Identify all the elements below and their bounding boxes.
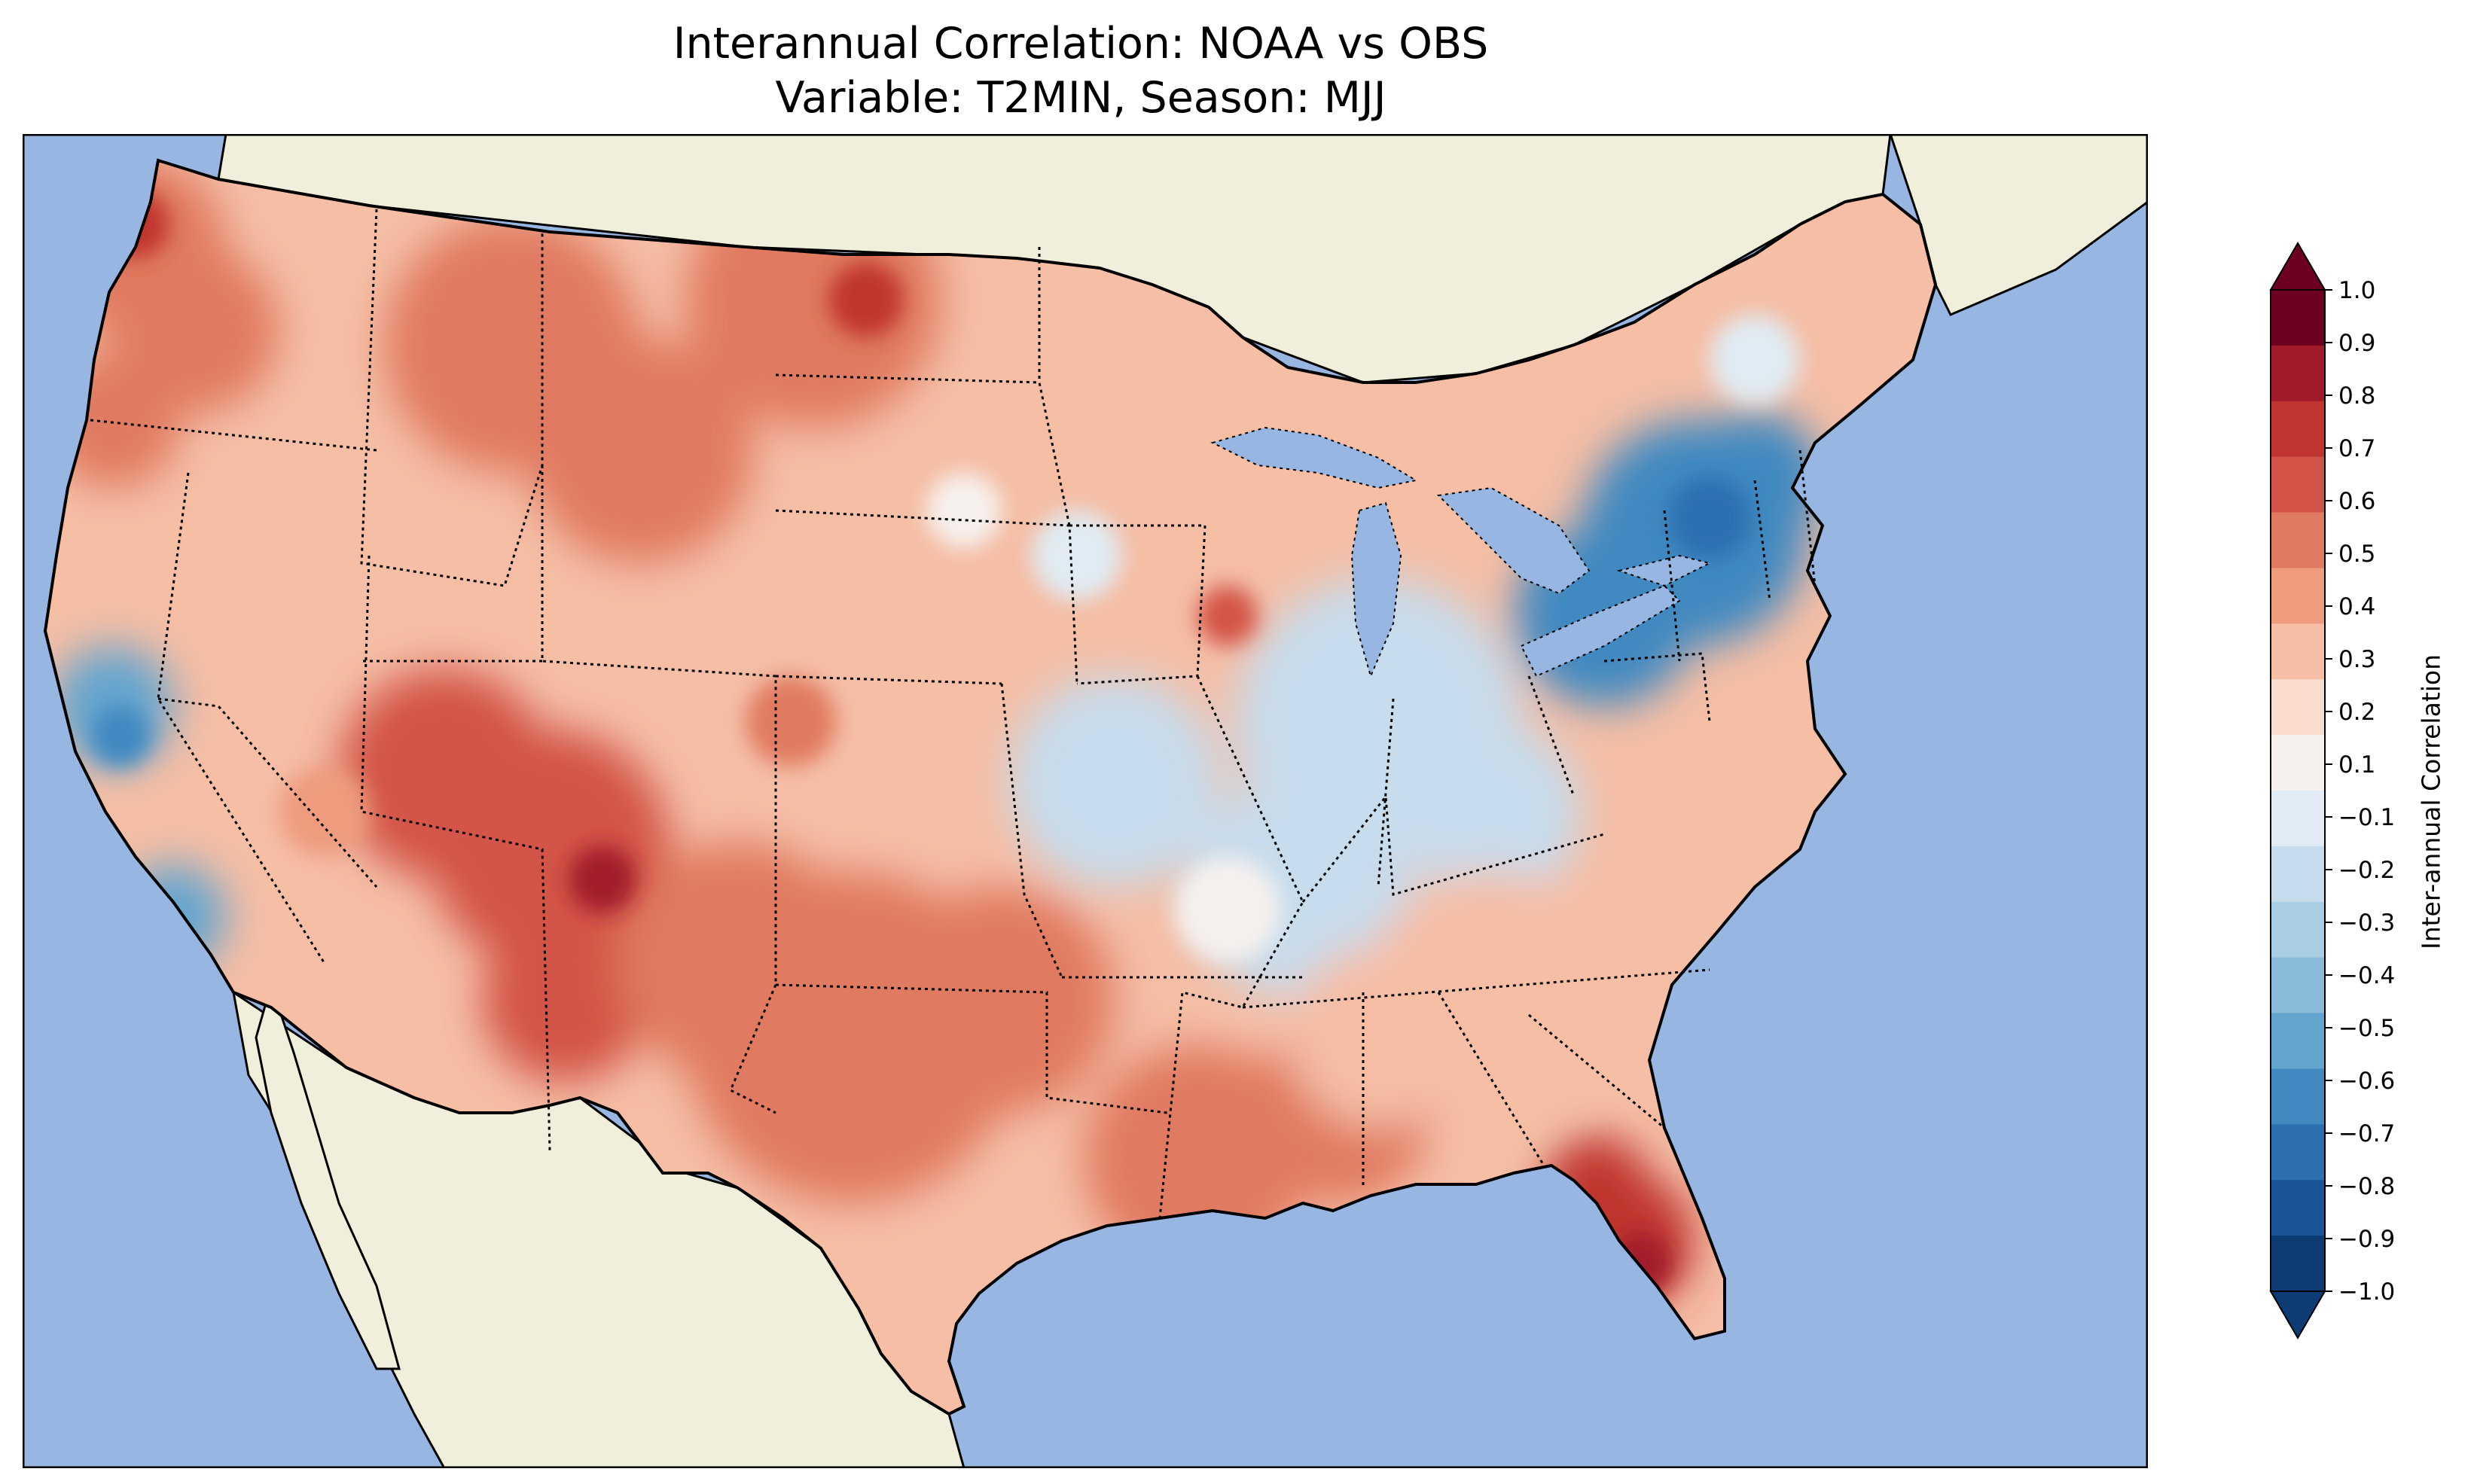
colorbar-segment <box>2271 456 2325 513</box>
correlation-blob <box>1009 676 1220 887</box>
colorbar-tick-label: 0.1 <box>2338 751 2375 779</box>
colorbar-outline <box>2270 289 2326 1292</box>
state-boundary <box>1527 675 1576 797</box>
lake <box>1436 486 1591 595</box>
lake <box>1210 426 1418 489</box>
colorbar: 1.0 0.9 0.8 0.7 0.6 0.5 0.4 0.3 0.2 0.1 −0.1 −0.2 −0… <box>2256 237 2444 1367</box>
colorbar-tick-label: −0.6 <box>2338 1068 2395 1095</box>
correlation-blob <box>1288 947 1469 1128</box>
lake <box>1350 501 1402 678</box>
state-boundary <box>1528 1013 1665 1129</box>
colorbar-tick-label: −0.1 <box>2338 804 2395 831</box>
state-boundary <box>775 373 1071 526</box>
state-boundary <box>1603 652 1711 722</box>
correlation-detail <box>828 262 904 337</box>
correlation-detail <box>926 473 1002 548</box>
colorbar-tick-label: −0.7 <box>2338 1120 2395 1147</box>
map-panel[interactable] <box>23 134 2148 1468</box>
correlation-detail <box>90 706 151 766</box>
correlation-blob <box>1401 721 1582 902</box>
colorbar-graphic: 1.0 0.9 0.8 0.7 0.6 0.5 0.4 0.3 0.2 0.1 −0.1 −0.2 −0… <box>2269 242 2395 1339</box>
colorbar-tick-label: 0.3 <box>2338 646 2375 673</box>
colorbar-tick-label: 0.9 <box>2338 330 2375 357</box>
colorbar-tick-label: −0.2 <box>2338 857 2395 884</box>
colorbar-over-triangle <box>2269 242 2326 291</box>
title-line-1: Interannual Correlation: NOAA vs OBS <box>673 19 1489 69</box>
state-boundary <box>1377 698 1395 888</box>
state-boundary <box>90 419 377 452</box>
colorbar-segment <box>2271 901 2325 958</box>
state-boundary <box>1301 794 1605 903</box>
chart-title: Interannual Correlation: NOAA vs OBS Var… <box>0 17 2161 125</box>
colorbar-label: Inter-annual Correlation <box>2416 654 2446 950</box>
baja-peninsula <box>255 980 401 1370</box>
correlation-blob <box>482 917 648 1083</box>
colorbar-segment <box>2271 1124 2325 1181</box>
correlation-detail <box>1710 315 1800 405</box>
great-lakes <box>1210 426 1712 678</box>
colorbar-segment <box>2271 735 2325 791</box>
lake <box>1616 554 1712 587</box>
colorbar-segment <box>2271 957 2325 1014</box>
colorbar-tick-label: −0.9 <box>2338 1226 2395 1253</box>
state-boundary <box>1158 675 1304 1219</box>
colorbar-tick-label: −0.3 <box>2338 910 2395 937</box>
state-borders <box>90 209 1817 1219</box>
map-border <box>23 134 2148 1468</box>
state-boundary <box>1069 524 1206 685</box>
correlation-detail <box>1032 510 1122 601</box>
colorbar-tick-label: −0.8 <box>2338 1173 2395 1200</box>
colorbar-segment <box>2271 345 2325 402</box>
colorbar-tick-label: 0.8 <box>2338 382 2375 410</box>
correlation-blob <box>889 887 1115 1113</box>
correlation-detail <box>746 676 836 766</box>
colorbar-segment <box>2271 1013 2325 1069</box>
colorbar-segment <box>2271 1180 2325 1236</box>
colorbar-segment <box>2271 679 2325 736</box>
colorbar-tick-label: 0.7 <box>2338 435 2375 462</box>
state-boundary <box>157 472 325 963</box>
colorbar-segment <box>2271 846 2325 903</box>
correlation-detail <box>569 846 636 913</box>
correlation-detail <box>279 766 369 857</box>
state-boundary <box>1000 683 1063 978</box>
correlation-blob <box>339 669 550 879</box>
correlation-detail <box>1197 586 1258 646</box>
colorbar-tick-label: 0.6 <box>2338 488 2375 515</box>
correlation-detail <box>1175 857 1280 962</box>
state-boundary <box>541 465 777 985</box>
colorbar-segment <box>2271 290 2325 346</box>
state-boundary <box>360 555 551 1151</box>
colorbar-segment <box>2271 623 2325 680</box>
colorbar-segment <box>2271 568 2325 624</box>
title-line-2: Variable: T2MIN, Season: MJJ <box>775 73 1386 123</box>
state-boundary <box>1798 449 1817 587</box>
surrounding-land <box>217 134 2148 1468</box>
correlation-detail <box>1668 477 1751 559</box>
colorbar-under-triangle <box>2269 1291 2326 1339</box>
colorbar-segment <box>2271 1068 2325 1125</box>
colorbar-tick-label: 0.5 <box>2338 541 2375 568</box>
state-boundary <box>775 983 1168 1114</box>
map-canvas[interactable] <box>23 134 2148 1468</box>
colorbar-segment <box>2271 791 2325 847</box>
colorbar-segment <box>2271 1236 2325 1292</box>
correlation-blob <box>527 337 753 563</box>
colorbar-tick-label: 0.2 <box>2338 699 2375 726</box>
colorbar-tick-label: −1.0 <box>2338 1278 2395 1306</box>
colorbar-tick-label: 1.0 <box>2338 277 2375 304</box>
state-boundary <box>1663 510 1681 662</box>
colorbar-segment <box>2271 401 2325 458</box>
lake <box>1520 584 1681 678</box>
colorbar-segment <box>2271 512 2325 568</box>
colorbar-tick-label: −0.5 <box>2338 1015 2395 1042</box>
correlation-blob <box>618 842 859 1083</box>
colorbar-tick-label: 0.4 <box>2338 593 2375 620</box>
colorbar-tick-label: −0.4 <box>2338 962 2395 989</box>
